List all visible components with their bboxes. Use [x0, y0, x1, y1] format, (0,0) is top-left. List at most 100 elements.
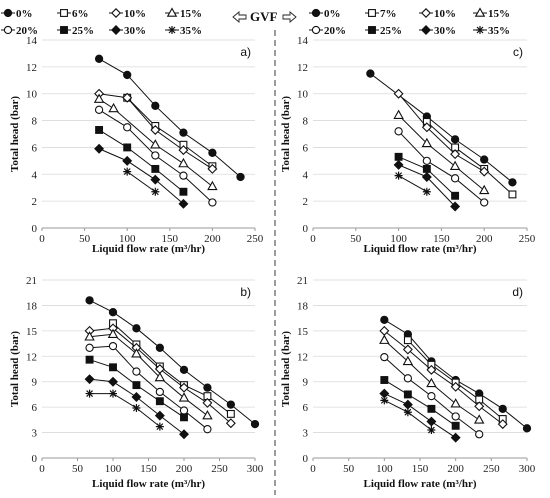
legend-right-label-0: 0%: [324, 8, 341, 20]
data-point: [480, 155, 489, 164]
data-point: [508, 190, 517, 199]
series-15pct: [393, 109, 490, 195]
series-20pct: [94, 105, 217, 207]
gvf-title: GVF: [250, 9, 278, 24]
data-point: [150, 174, 161, 185]
legend-left-label-15: 15%: [180, 8, 202, 20]
data-point: [508, 178, 517, 187]
data-point: [179, 365, 189, 374]
legend-left-marker-symbol: [60, 9, 68, 17]
x-tick-label: 200: [176, 463, 193, 475]
data-point: [474, 401, 485, 412]
legend-left-marker-5: [57, 26, 71, 34]
legend-right-marker-5: [365, 26, 379, 34]
y-tick-label: 15: [26, 326, 38, 338]
data-point: [394, 152, 403, 161]
y-axis-label: Total head (bar): [9, 96, 21, 172]
x-tick-label: 300: [247, 463, 264, 475]
y-tick-label: 6: [303, 402, 309, 414]
legend-right-label-20: 20%: [324, 25, 346, 37]
legend-right-label-35: 35%: [488, 25, 510, 37]
data-point: [108, 341, 118, 351]
data-point: [203, 425, 212, 434]
data-point: [450, 381, 461, 392]
x-tick-label: 0: [39, 463, 45, 475]
y-tick-label: 8: [303, 116, 309, 128]
y-tick-label: 12: [26, 351, 37, 363]
legend-left-marker-2: [109, 8, 123, 18]
data-point: [132, 367, 141, 376]
data-point: [108, 308, 118, 317]
series-line: [384, 379, 456, 427]
data-point: [122, 155, 133, 166]
legend-left-label-10: 10%: [124, 8, 146, 20]
data-point: [478, 184, 490, 195]
data-point: [498, 404, 507, 413]
legend-right-label-10: 10%: [434, 8, 456, 20]
y-tick-label: 12: [297, 62, 308, 74]
series-line: [89, 299, 256, 425]
legend-left-marker-0: [1, 8, 15, 18]
legend-left-label-25: 25%: [72, 25, 94, 37]
series-15pct: [93, 93, 218, 191]
data-point: [123, 143, 132, 152]
y-tick-label: 14: [297, 35, 309, 47]
data-point: [380, 352, 389, 362]
data-point: [179, 187, 188, 196]
y-tick-label: 6: [32, 402, 38, 414]
data-point: [150, 124, 161, 135]
legend-left-markers: [1, 7, 179, 35]
series-line: [126, 97, 213, 167]
data-point: [403, 374, 413, 383]
chart-panel-c: 0 2 4 6 8 10 12 14 0 50 100 150 200 250 Liquid flow ra…: [280, 35, 536, 255]
data-point: [109, 389, 117, 398]
y-axis-label: Total head (bar): [280, 96, 292, 172]
data-point: [479, 166, 490, 177]
data-point: [202, 409, 213, 420]
data-point: [475, 430, 484, 439]
data-point: [180, 413, 188, 422]
data-point: [427, 404, 436, 413]
data-point: [402, 355, 414, 366]
y-tick-label: 2: [32, 196, 38, 208]
y-axis-label: Total head (bar): [280, 331, 292, 407]
legend-left-marker-symbol: [60, 26, 68, 34]
legend-right-marker-symbol: [368, 26, 376, 34]
x-tick-label: 150: [162, 233, 179, 245]
x-axis-label: Liquid flow rate (m³/hr): [92, 243, 205, 255]
data-point: [451, 412, 460, 421]
data-point: [402, 344, 413, 355]
series-35pct: [380, 396, 436, 435]
data-point: [225, 418, 236, 429]
series-15pct: [379, 334, 485, 424]
legend-left: 0% 6% 10% 15% 20% 25% 30% 35%: [16, 8, 202, 37]
x-tick-label: 250: [519, 233, 536, 245]
y-tick-label: 6: [32, 142, 38, 154]
series-line: [98, 58, 241, 178]
data-point: [449, 160, 461, 170]
series-line: [398, 93, 485, 173]
data-point: [203, 383, 212, 392]
x-tick-label: 200: [476, 233, 493, 245]
y-tick-label: 3: [303, 428, 309, 440]
data-point: [202, 397, 213, 408]
legend-right-marker-2: [419, 8, 433, 18]
y-axis-label: Total head (bar): [9, 331, 21, 407]
legend-left-marker-symbol: [3, 25, 13, 35]
x-tick-label: 100: [105, 463, 122, 475]
legend-right-marker-0: [309, 8, 323, 18]
legend-right-marker-3: [473, 7, 487, 17]
series-line: [398, 175, 428, 193]
data-point: [379, 334, 390, 344]
arrow-left-icon: [232, 11, 247, 23]
data-point: [207, 180, 218, 191]
y-tick-label: 10: [26, 89, 38, 101]
series-20pct: [394, 127, 489, 207]
data-point: [155, 422, 164, 431]
y-tick-label: 8: [32, 116, 38, 128]
legend-right-marker-symbol: [421, 8, 431, 18]
data-point: [426, 364, 437, 375]
series-0pct: [366, 69, 517, 187]
x-tick-label: 200: [447, 463, 464, 475]
